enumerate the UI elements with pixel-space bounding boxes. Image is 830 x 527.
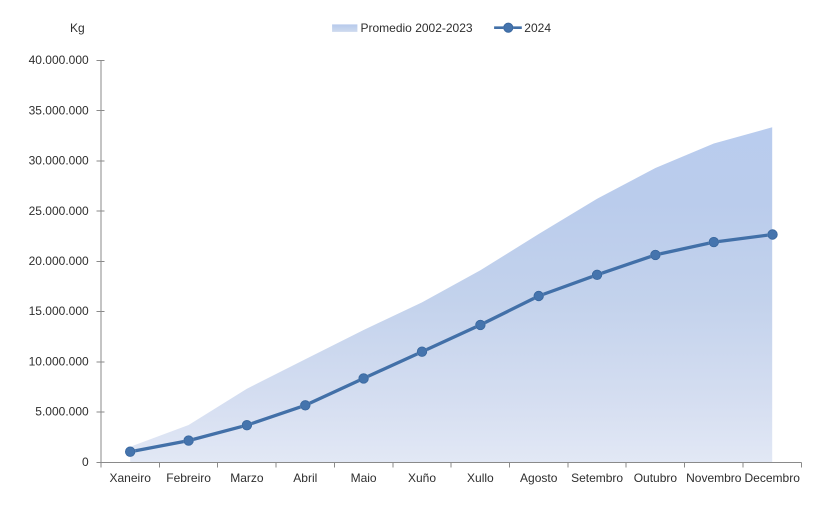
svg-text:40.000.000: 40.000.000: [29, 53, 89, 67]
svg-text:Maio: Maio: [351, 471, 377, 485]
svg-text:Xaneiro: Xaneiro: [110, 471, 152, 485]
svg-text:10.000.000: 10.000.000: [29, 355, 89, 369]
svg-text:Novembro: Novembro: [686, 471, 742, 485]
svg-text:Setembro: Setembro: [571, 471, 623, 485]
svg-text:Decembro: Decembro: [745, 471, 801, 485]
svg-text:35.000.000: 35.000.000: [29, 103, 89, 117]
svg-text:15.000.000: 15.000.000: [29, 304, 89, 318]
svg-text:Agosto: Agosto: [520, 471, 558, 485]
svg-text:Marzo: Marzo: [230, 471, 264, 485]
svg-text:Outubro: Outubro: [634, 471, 678, 485]
svg-text:Kg: Kg: [70, 21, 85, 35]
svg-text:5.000.000: 5.000.000: [35, 405, 89, 419]
svg-text:30.000.000: 30.000.000: [29, 154, 89, 168]
svg-text:Abril: Abril: [293, 471, 317, 485]
svg-text:Xullo: Xullo: [467, 471, 494, 485]
svg-text:0: 0: [82, 455, 89, 469]
svg-text:Promedio 2002-2023: Promedio 2002-2023: [361, 21, 473, 35]
svg-text:Febreiro: Febreiro: [166, 471, 211, 485]
svg-text:25.000.000: 25.000.000: [29, 204, 89, 218]
svg-text:2024: 2024: [524, 21, 551, 35]
svg-text:20.000.000: 20.000.000: [29, 254, 89, 268]
svg-text:Xuño: Xuño: [408, 471, 436, 485]
